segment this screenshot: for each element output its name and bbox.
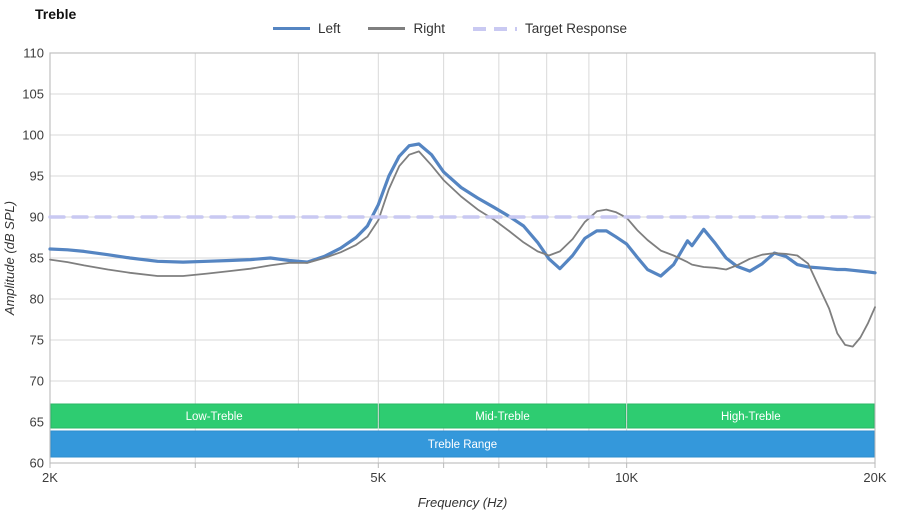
y-tick-label: 60 <box>30 456 44 471</box>
band-mid-treble <box>378 403 627 429</box>
y-tick-label: 85 <box>30 251 44 266</box>
right-line-swatch-icon <box>368 27 406 30</box>
legend-label-left: Left <box>317 21 341 36</box>
plot-border <box>49 52 876 464</box>
legend-item-right[interactable]: Right <box>368 21 445 36</box>
y-tick-label: 70 <box>30 374 44 389</box>
y-tick-label: 105 <box>22 87 44 102</box>
series-line-left <box>48 142 877 278</box>
y-tick-label: 65 <box>30 415 44 430</box>
band-label-low-treble: Low-Treble <box>186 411 243 423</box>
target-response-swatch-icon <box>472 26 517 31</box>
y-tick-label: 90 <box>30 210 44 225</box>
legend-item-target-response[interactable]: Target Response <box>472 21 628 36</box>
x-tick-label: 2K <box>42 470 58 485</box>
band-label-treble-range: Treble Range <box>428 439 497 451</box>
x-tick-label: 20K <box>863 470 886 485</box>
x-tick-label: 5K <box>370 470 386 485</box>
legend-label-right: Right <box>413 21 445 36</box>
band-label-mid-treble: Mid-Treble <box>475 411 530 423</box>
x-axis-label: Frequency (Hz) <box>418 495 508 510</box>
y-tick-label: 100 <box>22 128 44 143</box>
y-axis-label: Amplitude (dB SPL) <box>2 201 17 316</box>
series-line-right <box>49 150 876 348</box>
y-tick-label: 75 <box>30 333 44 348</box>
page-title: Treble <box>35 6 77 22</box>
band-treble-range <box>50 430 875 458</box>
x-tick-label: 10K <box>615 470 638 485</box>
chart-legend: Left Right Target Response <box>0 21 900 36</box>
y-tick-label: 110 <box>23 46 44 61</box>
y-tick-label: 95 <box>30 169 44 184</box>
legend-item-left[interactable]: Left <box>272 21 341 36</box>
legend-label-target-response: Target Response <box>524 21 628 36</box>
band-high-treble <box>627 403 875 429</box>
band-low-treble <box>50 403 378 429</box>
left-line-swatch-icon <box>272 27 310 30</box>
band-label-high-treble: High-Treble <box>721 411 781 423</box>
y-tick-label: 80 <box>30 292 44 307</box>
